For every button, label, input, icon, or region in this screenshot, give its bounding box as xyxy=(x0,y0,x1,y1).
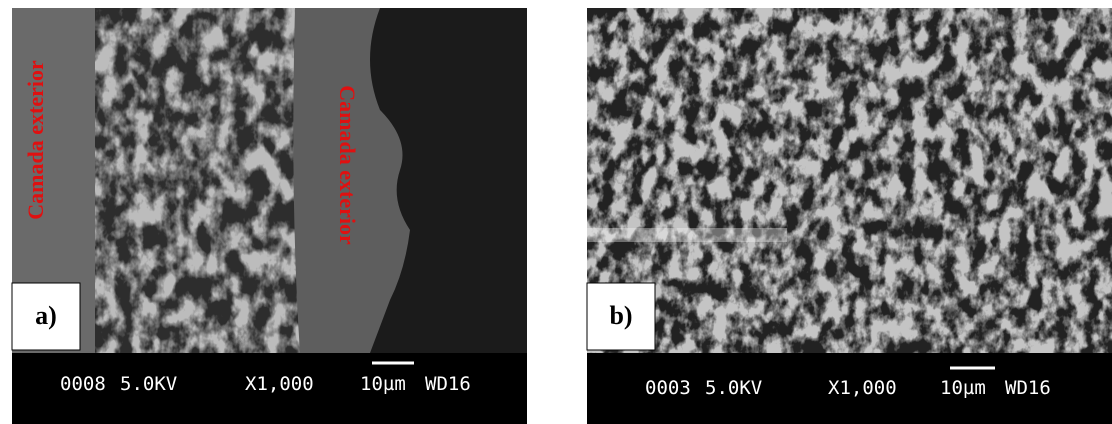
image-id: 0008 xyxy=(60,373,106,395)
magnification: X1,000 xyxy=(828,377,897,399)
scale: 10µm xyxy=(360,373,406,395)
panel-a: Camada exterior Camada exterior a) 0008 … xyxy=(12,8,527,424)
page: {"panels": [ {"label": "a)", "annotation… xyxy=(0,0,1112,424)
voltage: 5.0KV xyxy=(705,377,762,399)
voltage: 5.0KV xyxy=(120,373,177,395)
panel-label: b) xyxy=(609,301,632,330)
annotation: Camada exterior xyxy=(23,60,48,220)
working-distance: WD16 xyxy=(425,373,471,395)
image-id: 0003 xyxy=(645,377,691,399)
scale: 10µm xyxy=(940,377,986,399)
scan-artifact xyxy=(587,228,787,242)
figure: Camada exterior Camada exterior a) 0008 … xyxy=(0,0,1112,424)
working-distance: WD16 xyxy=(1005,377,1051,399)
panel-b: b) 0003 5.0KV X1,000 10µm WD16 xyxy=(587,8,1112,424)
annotation: Camada exterior xyxy=(335,85,360,245)
magnification: X1,000 xyxy=(245,373,314,395)
porous-texture xyxy=(587,8,1112,353)
porous-texture xyxy=(95,8,305,353)
panel-label: a) xyxy=(35,301,57,330)
